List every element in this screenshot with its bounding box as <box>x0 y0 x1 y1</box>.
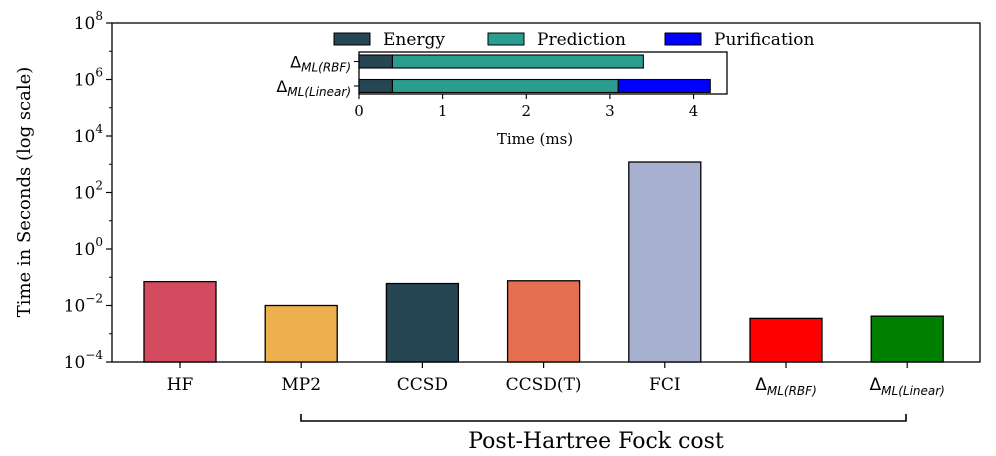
y-tick-label: 106 <box>74 66 103 91</box>
category-main: MP2 <box>281 375 321 395</box>
legend-swatch <box>487 32 525 46</box>
category-main: CCSD <box>397 375 448 395</box>
y-tick-label: 10−2 <box>64 292 103 317</box>
category-main: FCI <box>649 375 681 395</box>
inset-label-main: Δ <box>290 53 301 72</box>
y-tick-label: 104 <box>74 122 104 147</box>
y-tick-exp: −4 <box>85 348 103 362</box>
inset-y-label: ΔML(RBF) <box>290 53 351 75</box>
y-tick-exp: 8 <box>95 9 103 23</box>
inset-bar-segment <box>391 54 644 69</box>
y-tick-base: 10 <box>74 184 96 204</box>
inset-x-tick-label: 2 <box>521 102 531 120</box>
inset-bar-segment <box>358 78 394 94</box>
y-tick-label: 102 <box>74 179 103 204</box>
inset-label-sub: ML(Linear) <box>287 85 351 99</box>
main-bars: HF MP2 CCSD CCSD(T) FCI ΔML(RBF) ΔML(Linear) <box>143 161 945 398</box>
category-sub: ML(Linear) <box>881 384 945 398</box>
category-main: Δ <box>870 375 882 395</box>
bracket-line <box>300 414 907 422</box>
y-tick-base: 10 <box>74 14 96 34</box>
y-tick-base: 10 <box>74 71 96 91</box>
inset-x-tick-label: 3 <box>605 102 615 120</box>
y-axis-label: Time in Seconds (log scale) <box>14 67 35 318</box>
bar <box>870 315 944 363</box>
inset-bar-segment <box>391 78 619 94</box>
y-tick-exp: 4 <box>95 122 103 136</box>
bar <box>385 282 460 363</box>
legend-label: Energy <box>383 30 445 50</box>
bracket-label: Post-Hartree Fock cost <box>468 429 724 454</box>
inset-x-tick-label: 0 <box>354 102 364 120</box>
inset-bar-segment <box>617 78 711 94</box>
inset-bar-segment <box>358 54 394 69</box>
bar <box>143 280 217 363</box>
y-tick-label: 100 <box>74 235 103 260</box>
inset-label-main: Δ <box>276 77 287 96</box>
bar <box>628 161 702 363</box>
inset-y-label: ΔML(Linear) <box>276 77 351 99</box>
inset-x-tick-label: 4 <box>689 102 699 120</box>
y-tick-base: 10 <box>64 353 86 373</box>
x-category-label: CCSD <box>397 375 448 395</box>
y-tick-label: 10−4 <box>64 348 104 373</box>
legend-label: Purification <box>714 30 814 50</box>
bar <box>264 304 338 363</box>
x-category-label: HF <box>167 375 194 395</box>
y-tick-exp: 0 <box>95 235 103 249</box>
y-tick-exp: 6 <box>95 66 103 80</box>
y-tick-exp: −2 <box>85 292 103 306</box>
y-tick-label: 108 <box>74 9 103 34</box>
inset-label-sub: ML(RBF) <box>301 61 351 75</box>
bar <box>506 280 581 363</box>
post-hf-bracket: Post-Hartree Fock cost <box>300 414 907 454</box>
x-category-label: ΔML(RBF) <box>755 375 817 398</box>
y-tick-base: 10 <box>74 127 96 147</box>
category-main: CCSD(T) <box>506 375 582 395</box>
x-category-label: MP2 <box>281 375 321 395</box>
x-category-label: ΔML(Linear) <box>870 375 945 398</box>
inset-x-tick-label: 1 <box>438 102 448 120</box>
inset-x-axis-label: Time (ms) <box>497 130 573 148</box>
category-main: Δ <box>755 375 767 395</box>
category-sub: ML(RBF) <box>767 384 817 398</box>
legend-label: Prediction <box>537 30 626 50</box>
bar <box>749 317 823 363</box>
legend-swatch <box>333 32 371 46</box>
category-main: HF <box>167 375 194 395</box>
y-tick-base: 10 <box>64 297 86 317</box>
inset-legend: Energy Prediction Purification <box>333 30 814 50</box>
x-category-label: FCI <box>649 375 681 395</box>
legend-swatch <box>664 32 702 46</box>
y-tick-exp: 2 <box>95 179 103 193</box>
y-tick-base: 10 <box>74 240 96 260</box>
x-category-label: CCSD(T) <box>506 375 582 395</box>
